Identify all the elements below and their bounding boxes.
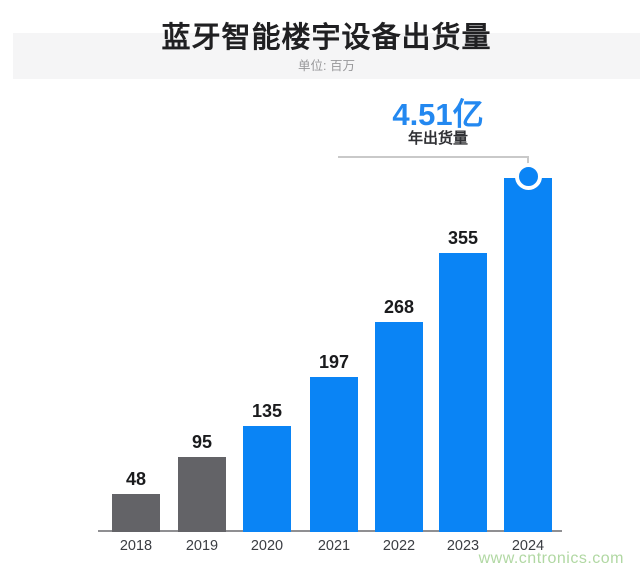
header-band (13, 33, 640, 79)
bar-2024 (504, 178, 552, 532)
watermark-link: www.cntronics.com (478, 550, 624, 567)
bar-value-2022: 268 (383, 297, 415, 317)
highlight-label: 年出货量 (407, 130, 468, 147)
leader-line-vertical (527, 156, 529, 167)
bar-value-2018: 48 (125, 469, 147, 489)
x-tick-2018: 2018 (119, 538, 153, 554)
bar-value-2021: 197 (318, 352, 350, 372)
page-title: 蓝牙智能楼宇设备出货量 (161, 22, 492, 54)
leader-line-horizontal (338, 156, 528, 158)
bar-2021 (310, 377, 358, 532)
x-tick-2020: 2020 (250, 538, 284, 554)
x-tick-2021: 2021 (317, 538, 351, 554)
x-tick-2019: 2019 (185, 538, 219, 554)
highlight-marker-circle (515, 163, 542, 190)
unit-note: 单位: 百万 (298, 59, 355, 73)
bar-value-2020: 135 (251, 401, 283, 421)
highlight-value: 4.51亿 (392, 97, 484, 132)
x-tick-2024: 2024 (511, 538, 545, 554)
bar-2019 (178, 457, 226, 532)
bar-value-2023: 355 (447, 228, 479, 248)
x-tick-2023: 2023 (446, 538, 480, 554)
bar-value-2019: 95 (191, 432, 213, 452)
bar-2022 (375, 322, 423, 532)
bar-2018 (112, 494, 160, 532)
x-tick-2022: 2022 (382, 538, 416, 554)
bar-2023 (439, 253, 487, 532)
bar-2020 (243, 426, 291, 532)
